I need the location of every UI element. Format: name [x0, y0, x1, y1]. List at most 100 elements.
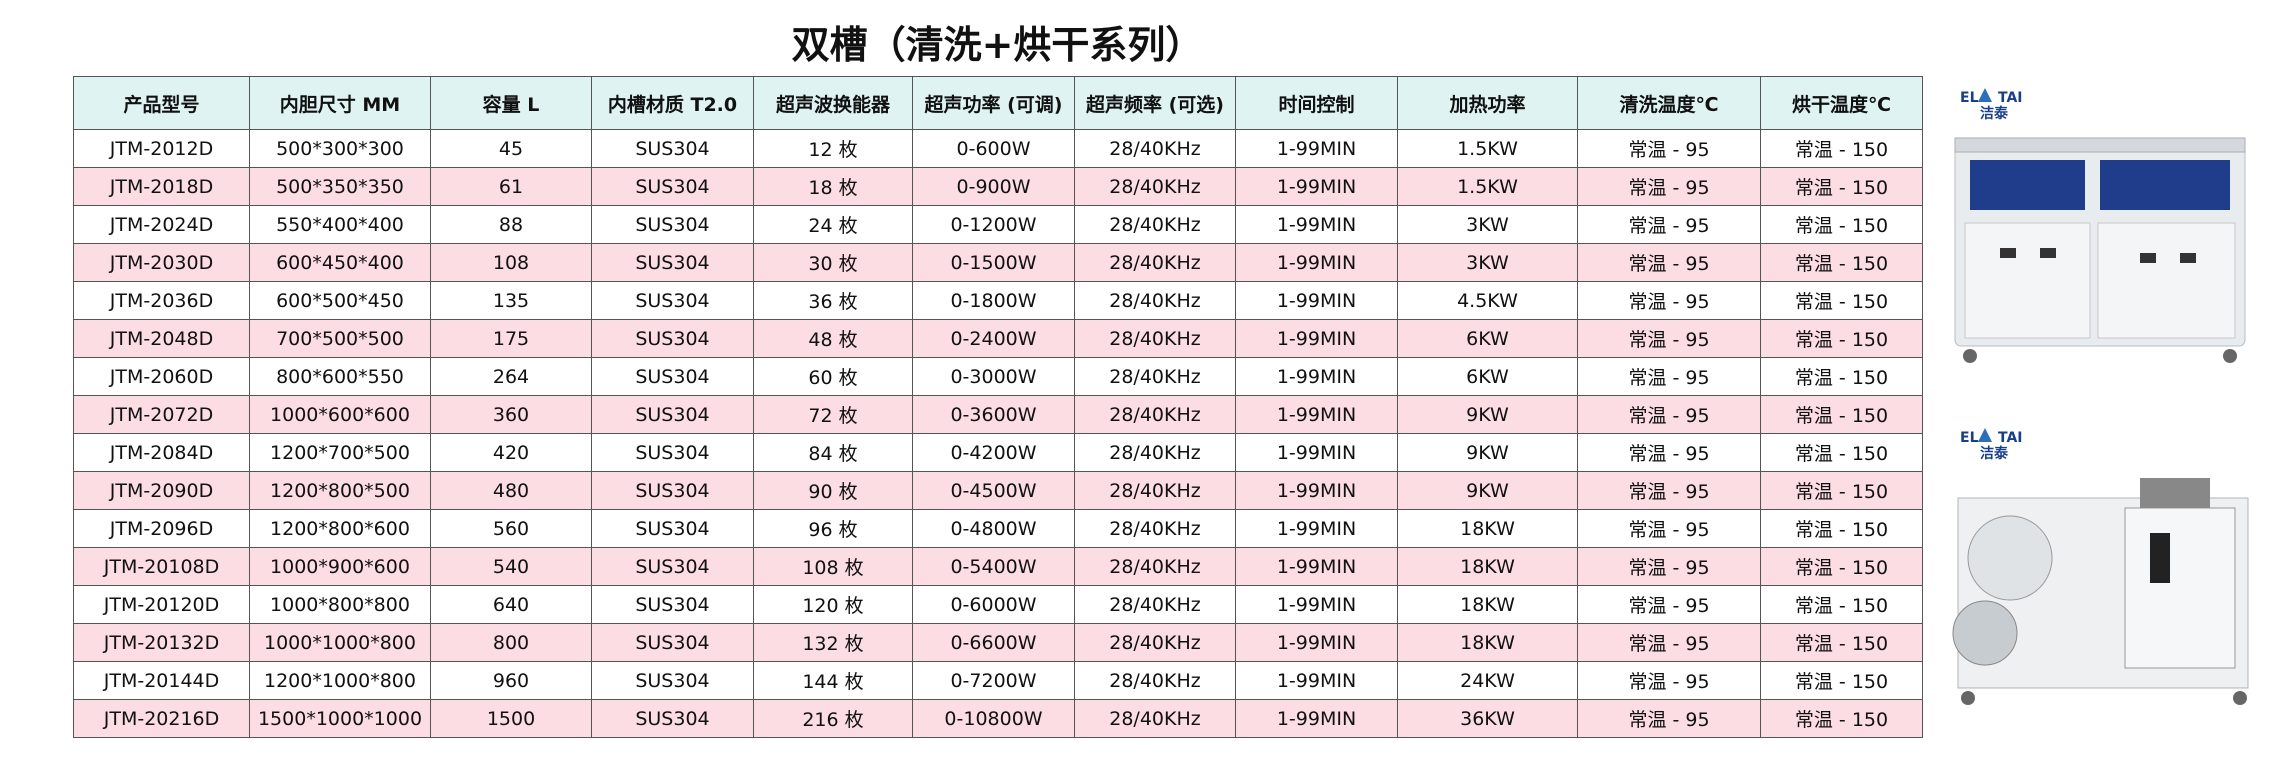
table-cell: 0-7200W	[912, 661, 1075, 700]
table-cell: 1-99MIN	[1235, 547, 1398, 586]
table-cell: 常温 - 95	[1577, 357, 1761, 396]
table-row: JTM-2072D 1000*600*600 360 SUS304 72 枚 0-3600…	[73, 395, 1923, 434]
table-cell: 640	[430, 585, 592, 624]
table-cell: SUS304	[591, 281, 754, 320]
table-cell: 0-600W	[912, 129, 1075, 168]
table-cell: JTM-2072D	[73, 395, 250, 434]
table-cell: SUS304	[591, 471, 754, 510]
table-cell: 216 枚	[753, 699, 913, 738]
title: 双槽（清洗+烘干系列）	[791, 23, 1204, 67]
table-cell: 0-4500W	[912, 471, 1075, 510]
table-cell: 1-99MIN	[1235, 129, 1398, 168]
table-cell: 1-99MIN	[1235, 661, 1398, 700]
table-cell: 108	[430, 243, 592, 282]
table-cell: 常温 - 150	[1760, 699, 1923, 738]
table-cell: JTM-2018D	[73, 167, 250, 206]
svg-text:EL: EL	[1960, 90, 1979, 106]
table-cell: 1.5KW	[1397, 129, 1578, 168]
table-cell: 28/40KHz	[1074, 357, 1236, 396]
table-cell: 常温 - 95	[1577, 471, 1761, 510]
table-cell: 600*500*450	[249, 281, 431, 320]
header-cell: 烘干温度℃	[1760, 76, 1923, 130]
table-cell: 6KW	[1397, 357, 1578, 396]
table-cell: 500*350*350	[249, 167, 431, 206]
table-cell: 88	[430, 205, 592, 244]
table-cell: 18KW	[1397, 623, 1578, 662]
table-cell: 1.5KW	[1397, 167, 1578, 206]
table-cell: JTM-20216D	[73, 699, 250, 738]
table-cell: 28/40KHz	[1074, 281, 1236, 320]
table-cell: 9KW	[1397, 395, 1578, 434]
table-cell: 1000*900*600	[249, 547, 431, 586]
table-cell: 28/40KHz	[1074, 585, 1236, 624]
table-cell: JTM-20120D	[73, 585, 250, 624]
table-cell: 540	[430, 547, 592, 586]
table-cell: JTM-2048D	[73, 319, 250, 358]
table-cell: 36 枚	[753, 281, 913, 320]
spec-table: 产品型号 内胆尺寸 MM 容量 L 内槽材质 T2.0 超声波换能器 超声功率 (可调) 超…	[73, 76, 1923, 738]
table-cell: 0-6000W	[912, 585, 1075, 624]
table-cell: 常温 - 150	[1760, 395, 1923, 434]
table-cell: 264	[430, 357, 592, 396]
table-cell: 1000*800*800	[249, 585, 431, 624]
table-cell: 常温 - 95	[1577, 167, 1761, 206]
table-cell: 0-5400W	[912, 547, 1075, 586]
table-cell: SUS304	[591, 433, 754, 472]
table-row: JTM-2024D 550*400*400 88 SUS304 24 枚 0-1200W 2…	[73, 205, 1923, 244]
table-cell: 1-99MIN	[1235, 471, 1398, 510]
table-cell: 30 枚	[753, 243, 913, 282]
table-cell: 1-99MIN	[1235, 319, 1398, 358]
table-cell: JTM-2084D	[73, 433, 250, 472]
header-cell: 内胆尺寸 MM	[249, 76, 431, 130]
table-cell: JTM-20132D	[73, 623, 250, 662]
table-row: JTM-2048D 700*500*500 175 SUS304 48 枚 0-2400W…	[73, 319, 1923, 358]
table-cell: 1000*1000*800	[249, 623, 431, 662]
svg-text:TAI: TAI	[1998, 430, 2023, 446]
table-cell: 1000*600*600	[249, 395, 431, 434]
table-cell: 9KW	[1397, 433, 1578, 472]
table-cell: 28/40KHz	[1074, 205, 1236, 244]
table-cell: 9KW	[1397, 471, 1578, 510]
table-cell: 500*300*300	[249, 129, 431, 168]
table-row: JTM-2036D 600*500*450 135 SUS304 36 枚 0-1800W…	[73, 281, 1923, 320]
table-cell: 28/40KHz	[1074, 471, 1236, 510]
table-cell: 常温 - 95	[1577, 281, 1761, 320]
table-cell: 0-4800W	[912, 509, 1075, 548]
header-cell: 内槽材质 T2.0	[591, 76, 754, 130]
table-cell: 常温 - 150	[1760, 585, 1923, 624]
header-cell: 超声波换能器	[753, 76, 913, 130]
table-cell: SUS304	[591, 509, 754, 548]
table-cell: JTM-2036D	[73, 281, 250, 320]
header-cell: 超声频率 (可选)	[1074, 76, 1236, 130]
table-cell: 常温 - 150	[1760, 433, 1923, 472]
table-cell: 常温 - 95	[1577, 509, 1761, 548]
svg-text:TAI: TAI	[1998, 90, 2023, 106]
table-cell: 96 枚	[753, 509, 913, 548]
table-cell: SUS304	[591, 243, 754, 282]
table-cell: SUS304	[591, 699, 754, 738]
table-cell: 90 枚	[753, 471, 913, 510]
table-cell: JTM-20108D	[73, 547, 250, 586]
table-cell: 28/40KHz	[1074, 509, 1236, 548]
table-cell: 1-99MIN	[1235, 281, 1398, 320]
table-cell: 1-99MIN	[1235, 357, 1398, 396]
table-cell: JTM-2024D	[73, 205, 250, 244]
table-cell: 0-2400W	[912, 319, 1075, 358]
table-cell: SUS304	[591, 205, 754, 244]
table-cell: JTM-2030D	[73, 243, 250, 282]
table-row: JTM-2030D 600*450*400 108 SUS304 30 枚 0-1500W…	[73, 243, 1923, 282]
table-cell: SUS304	[591, 395, 754, 434]
table-cell: 18KW	[1397, 585, 1578, 624]
table-cell: SUS304	[591, 167, 754, 206]
table-cell: SUS304	[591, 623, 754, 662]
table-cell: 28/40KHz	[1074, 395, 1236, 434]
table-cell: 常温 - 150	[1760, 471, 1923, 510]
table-cell: JTM-2060D	[73, 357, 250, 396]
table-cell: 48 枚	[753, 319, 913, 358]
table-cell: 800*600*550	[249, 357, 431, 396]
svg-text:EL: EL	[1960, 430, 1979, 446]
table-cell: 360	[430, 395, 592, 434]
logo-text: 洁泰	[1980, 445, 2009, 462]
table-cell: 0-6600W	[912, 623, 1075, 662]
